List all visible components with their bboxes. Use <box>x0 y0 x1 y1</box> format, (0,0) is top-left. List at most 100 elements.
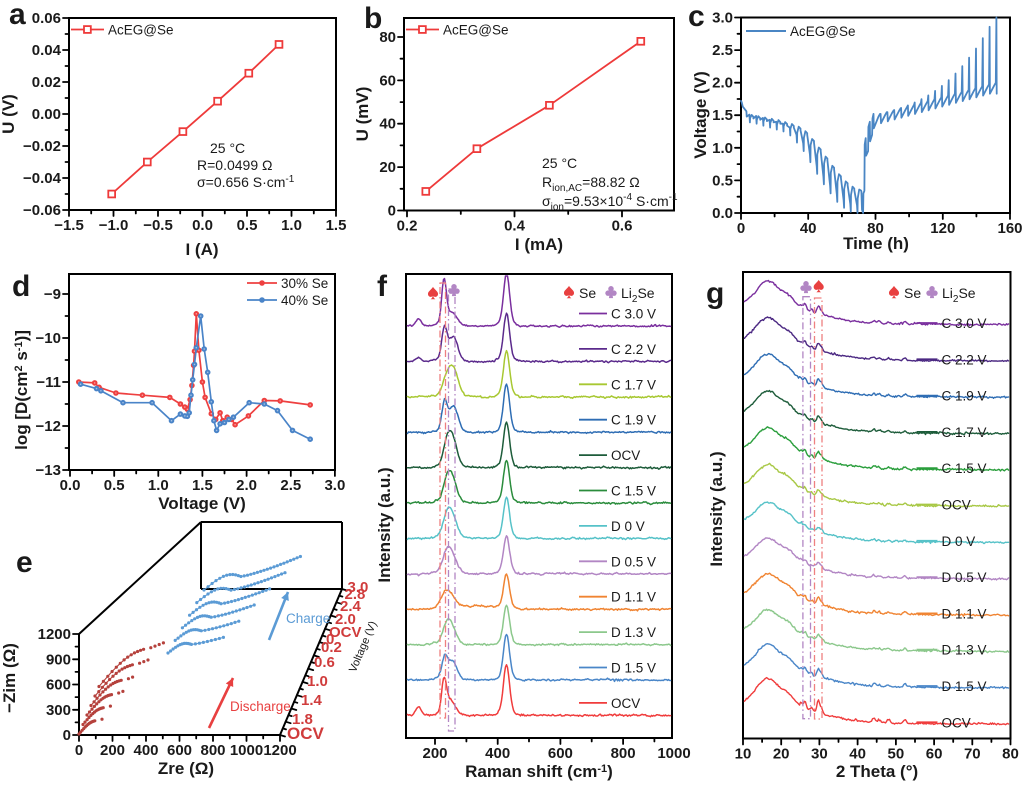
svg-text:2 Theta (°): 2 Theta (°) <box>836 762 918 781</box>
svg-text:1.0: 1.0 <box>148 477 169 494</box>
svg-text:0.0: 0.0 <box>192 217 213 234</box>
svg-text:−0.5: −0.5 <box>143 217 173 234</box>
svg-text:OCV: OCV <box>942 715 971 730</box>
svg-text:Se: Se <box>904 285 921 301</box>
svg-text:σ=0.656 S·cm-1: σ=0.656 S·cm-1 <box>197 174 295 190</box>
svg-text:1.0: 1.0 <box>712 140 733 157</box>
svg-text:C 1.5 V: C 1.5 V <box>611 484 656 499</box>
svg-text:600: 600 <box>548 745 573 762</box>
svg-text:80: 80 <box>1002 746 1019 763</box>
svg-text:Intensity (a.u.): Intensity (a.u.) <box>707 451 726 566</box>
svg-text:40: 40 <box>379 116 396 133</box>
svg-text:0.0: 0.0 <box>60 477 81 494</box>
svg-text:30% Se: 30% Se <box>281 276 328 291</box>
svg-text:0.5: 0.5 <box>104 477 125 494</box>
svg-text:0.06: 0.06 <box>32 10 61 27</box>
svg-text:C 3.0 V: C 3.0 V <box>611 307 656 322</box>
svg-text:3.0: 3.0 <box>348 579 369 596</box>
svg-text:C 2.2 V: C 2.2 V <box>942 352 987 367</box>
svg-text:2.0: 2.0 <box>712 75 733 92</box>
svg-text:0: 0 <box>388 203 396 220</box>
svg-text:−1.0: −1.0 <box>99 217 129 234</box>
svg-text:C 1.7 V: C 1.7 V <box>942 425 987 440</box>
svg-text:80: 80 <box>867 220 884 237</box>
svg-text:0.02: 0.02 <box>32 74 61 91</box>
svg-text:g: g <box>706 277 724 310</box>
svg-text:0.2: 0.2 <box>321 639 342 656</box>
svg-text:0.5: 0.5 <box>237 217 258 234</box>
svg-text:C 1.9 V: C 1.9 V <box>942 389 987 404</box>
svg-text:−0.02: −0.02 <box>23 138 61 155</box>
svg-text:1.4: 1.4 <box>301 692 323 709</box>
svg-text:C 1.7 V: C 1.7 V <box>611 377 656 392</box>
svg-text:800: 800 <box>611 745 636 762</box>
svg-text:0.0: 0.0 <box>712 205 733 222</box>
svg-text:−0.06: −0.06 <box>23 202 61 219</box>
svg-text:D 1.3 V: D 1.3 V <box>942 643 987 658</box>
svg-text:AcEG@Se: AcEG@Se <box>443 23 508 38</box>
svg-text:20: 20 <box>379 159 396 176</box>
svg-text:D 1.1 V: D 1.1 V <box>611 590 656 605</box>
svg-text:e: e <box>16 546 33 579</box>
svg-text:1200: 1200 <box>263 742 296 759</box>
svg-text:−9: −9 <box>44 286 61 303</box>
svg-text:Intensity (a.u.): Intensity (a.u.) <box>375 467 394 582</box>
svg-text:10: 10 <box>735 746 752 763</box>
svg-text:Voltage (V): Voltage (V) <box>158 494 246 513</box>
svg-text:600: 600 <box>46 677 71 694</box>
svg-text:D 1.3 V: D 1.3 V <box>611 625 656 640</box>
svg-text:0.4: 0.4 <box>504 218 526 235</box>
svg-text:400: 400 <box>485 745 510 762</box>
svg-text:−1.5: −1.5 <box>54 217 84 234</box>
svg-text:25 °C: 25 °C <box>210 140 245 156</box>
svg-text:Time (h): Time (h) <box>843 234 909 253</box>
svg-text:Voltage (V): Voltage (V) <box>691 71 710 159</box>
svg-text:1200: 1200 <box>38 626 71 643</box>
svg-text:OCV: OCV <box>611 448 640 463</box>
svg-text:400: 400 <box>133 742 158 759</box>
svg-text:0.6: 0.6 <box>612 218 633 235</box>
svg-text:2.5: 2.5 <box>280 477 301 494</box>
svg-text:300: 300 <box>46 702 71 719</box>
svg-text:80: 80 <box>379 29 396 46</box>
svg-text:OCV: OCV <box>611 696 640 711</box>
svg-text:120: 120 <box>930 220 955 237</box>
svg-text:f: f <box>377 270 388 303</box>
svg-text:Li2Se: Li2Se <box>942 285 976 305</box>
svg-text:800: 800 <box>200 742 225 759</box>
svg-text:Li2Se: Li2Se <box>621 285 655 305</box>
svg-text:−0.04: −0.04 <box>23 170 62 187</box>
svg-text:−11: −11 <box>36 374 61 391</box>
svg-text:R=0.0499 Ω: R=0.0499 Ω <box>197 157 272 173</box>
svg-text:600: 600 <box>167 742 192 759</box>
svg-text:1.5: 1.5 <box>712 107 733 124</box>
svg-text:Discharge: Discharge <box>230 699 291 714</box>
svg-text:D 0 V: D 0 V <box>611 519 645 534</box>
svg-text:0.6: 0.6 <box>314 654 335 671</box>
svg-text:0.5: 0.5 <box>712 172 733 189</box>
svg-text:I (mA): I (mA) <box>515 235 563 254</box>
svg-text:2.0: 2.0 <box>335 611 356 628</box>
svg-text:2.4: 2.4 <box>340 598 362 615</box>
svg-text:U (mV): U (mV) <box>353 87 372 142</box>
svg-text:160: 160 <box>997 220 1022 237</box>
svg-text:1.8: 1.8 <box>292 711 313 728</box>
svg-text:D 1.1 V: D 1.1 V <box>942 606 987 621</box>
svg-text:D 1.5 V: D 1.5 V <box>942 679 987 694</box>
svg-text:a: a <box>9 0 26 31</box>
svg-text:0: 0 <box>63 727 71 744</box>
svg-text:C 1.9 V: C 1.9 V <box>611 413 656 428</box>
svg-text:1.0: 1.0 <box>307 673 328 690</box>
svg-text:D 0 V: D 0 V <box>942 534 976 549</box>
svg-text:OCV: OCV <box>287 724 325 743</box>
svg-text:0.00: 0.00 <box>32 106 61 123</box>
svg-text:2.8: 2.8 <box>345 586 366 603</box>
svg-text:−10: −10 <box>36 330 61 347</box>
svg-text:1.0: 1.0 <box>281 217 302 234</box>
svg-text:D 0.5 V: D 0.5 V <box>942 570 987 585</box>
svg-text:20: 20 <box>773 746 790 763</box>
svg-text:0: 0 <box>326 631 334 648</box>
svg-text:−Zim (Ω): −Zim (Ω) <box>0 643 19 713</box>
svg-text:200: 200 <box>100 742 125 759</box>
svg-text:900: 900 <box>46 651 71 668</box>
